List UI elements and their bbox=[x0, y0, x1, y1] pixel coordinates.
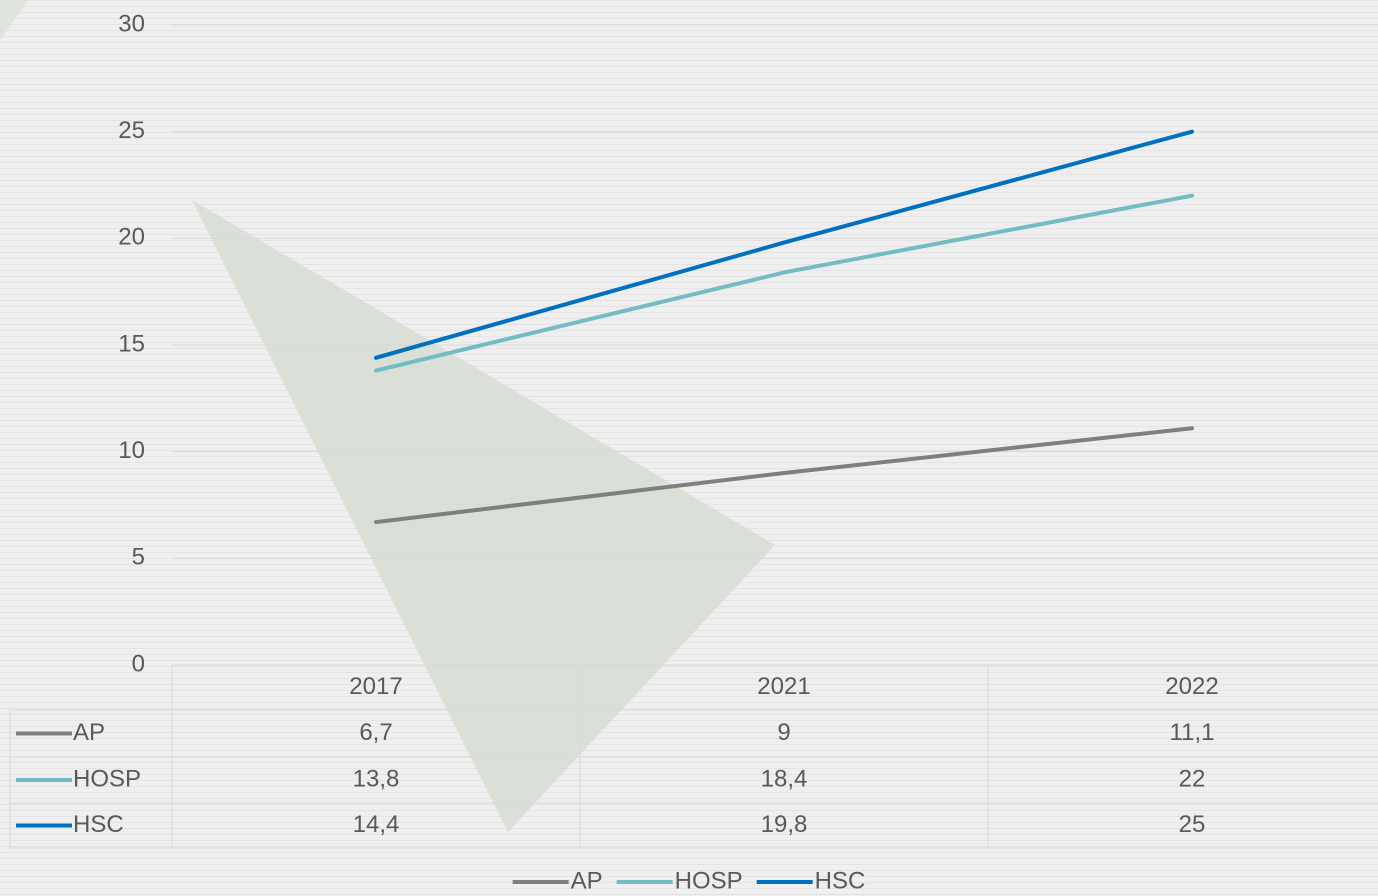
table-cell: 14,4 bbox=[353, 811, 400, 838]
table-cell: 22 bbox=[1179, 765, 1206, 792]
table-cell: 11,1 bbox=[1170, 719, 1215, 746]
x-tick-label: 2017 bbox=[349, 673, 402, 700]
legend-label: HSC bbox=[815, 867, 866, 894]
table-cell: 18,4 bbox=[761, 765, 808, 792]
y-tick-label: 20 bbox=[118, 224, 145, 251]
table-cell: 9 bbox=[777, 719, 790, 746]
legend-label: HOSP bbox=[675, 867, 743, 894]
y-tick-label: 5 bbox=[132, 544, 145, 571]
table-cell: 13,8 bbox=[353, 765, 400, 792]
table-row-label: HOSP bbox=[73, 765, 141, 792]
y-tick-label: 0 bbox=[132, 650, 145, 677]
table-cell: 6,7 bbox=[359, 719, 392, 746]
legend-label: AP bbox=[571, 867, 603, 894]
table-cell: 19,8 bbox=[761, 811, 808, 838]
y-tick-label: 15 bbox=[118, 330, 145, 357]
y-tick-label: 25 bbox=[118, 117, 145, 144]
table-row-label: HSC bbox=[73, 811, 124, 838]
table-row-label: AP bbox=[73, 719, 105, 746]
series-line bbox=[374, 129, 1194, 360]
series-line bbox=[374, 193, 1194, 373]
y-tick-label: 10 bbox=[118, 437, 145, 464]
x-tick-label: 2022 bbox=[1165, 673, 1218, 700]
series-line bbox=[374, 426, 1194, 525]
decoration bbox=[0, 0, 28, 40]
decoration bbox=[192, 200, 775, 832]
table-cell: 25 bbox=[1179, 811, 1206, 838]
x-tick-label: 2021 bbox=[757, 673, 810, 700]
y-tick-label: 30 bbox=[118, 10, 145, 37]
